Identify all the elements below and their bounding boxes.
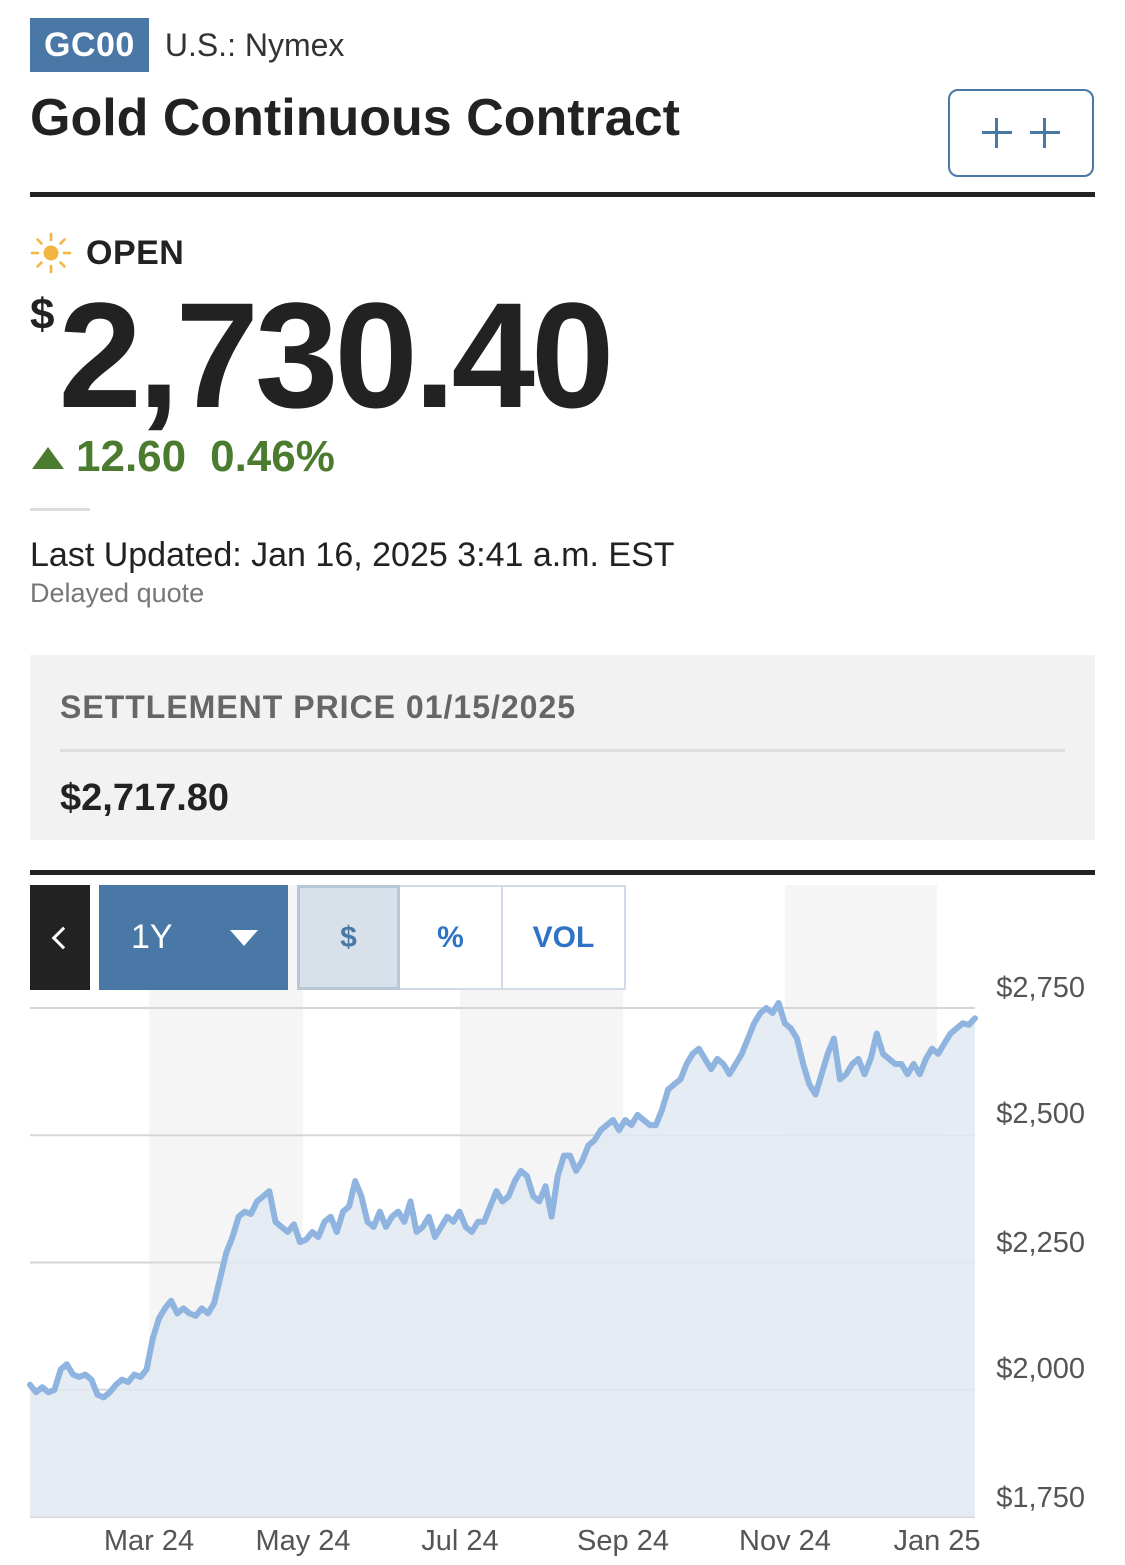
currency-symbol: $ bbox=[30, 290, 55, 339]
y-axis-tick-label: $2,000 bbox=[996, 1353, 1085, 1385]
toggle-dollar[interactable]: $ bbox=[297, 885, 400, 990]
x-axis-tick-label: Sep 24 bbox=[577, 1525, 669, 1557]
toggle-volume[interactable]: VOL bbox=[503, 885, 626, 990]
chart-price-line bbox=[27, 999, 978, 1401]
x-axis-tick-label: May 24 bbox=[255, 1525, 351, 1557]
last-price: $ 2,730.40 bbox=[30, 268, 614, 439]
x-axis-tick-label: Mar 24 bbox=[103, 1525, 195, 1557]
chart-range-select[interactable]: 1Y bbox=[99, 885, 288, 990]
header-divider bbox=[30, 192, 1095, 197]
settlement-label: SETTLEMENT PRICE 01/15/2025 bbox=[60, 689, 577, 725]
market-status-label: OPEN bbox=[86, 233, 185, 272]
ticker-badge: GC00 bbox=[30, 18, 149, 72]
last-updated: Last Updated: Jan 16, 2025 3:41 a.m. EST bbox=[30, 536, 675, 574]
page-title: Gold Continuous Contract bbox=[30, 89, 680, 147]
triangle-up-icon bbox=[32, 447, 64, 469]
x-axis-tick-label: Jul 24 bbox=[421, 1525, 499, 1557]
y-axis-tick-label: $2,500 bbox=[996, 1098, 1085, 1130]
exchange-label: U.S.: Nymex bbox=[164, 26, 345, 63]
caret-down-icon bbox=[230, 930, 258, 946]
toggle-percent[interactable]: % bbox=[400, 885, 503, 990]
chart-divider bbox=[30, 870, 1095, 875]
settlement-panel: SETTLEMENT PRICE 01/15/2025 $2,717.80 bbox=[30, 655, 1095, 840]
range-selected-label: 1Y bbox=[131, 918, 173, 956]
sun-icon bbox=[30, 232, 72, 274]
price-chart[interactable] bbox=[0, 875, 1125, 1565]
change-percent: 0.46% bbox=[210, 432, 335, 481]
x-axis-tick-label: Nov 24 bbox=[739, 1525, 831, 1557]
y-axis-tick-label: $2,250 bbox=[996, 1227, 1085, 1259]
plus-icon bbox=[980, 116, 1014, 150]
chevron-left-icon bbox=[51, 926, 75, 949]
add-to-watchlist-button[interactable] bbox=[948, 89, 1094, 177]
chart-prev-button[interactable] bbox=[30, 885, 90, 990]
y-axis-tick-label: $1,750 bbox=[996, 1482, 1085, 1514]
divider bbox=[60, 749, 1065, 752]
x-axis-tick-label: Jan 25 bbox=[893, 1525, 981, 1557]
market-status: OPEN bbox=[30, 232, 184, 274]
chart-mode-toggles: $ % VOL bbox=[297, 885, 626, 990]
y-axis-tick-label: $2,750 bbox=[996, 972, 1085, 1004]
change-amount: 12.60 bbox=[76, 432, 187, 481]
settlement-value: $2,717.80 bbox=[60, 777, 230, 819]
price-value: 2,730.40 bbox=[58, 271, 614, 439]
chart-area-fill bbox=[30, 1002, 975, 1517]
divider bbox=[30, 508, 90, 511]
delayed-quote-note: Delayed quote bbox=[30, 578, 205, 608]
price-change: 12.60 0.46% bbox=[32, 432, 335, 482]
quote-header-row: GC00 U.S.: Nymex bbox=[30, 18, 344, 72]
plus-icon bbox=[1028, 116, 1062, 150]
